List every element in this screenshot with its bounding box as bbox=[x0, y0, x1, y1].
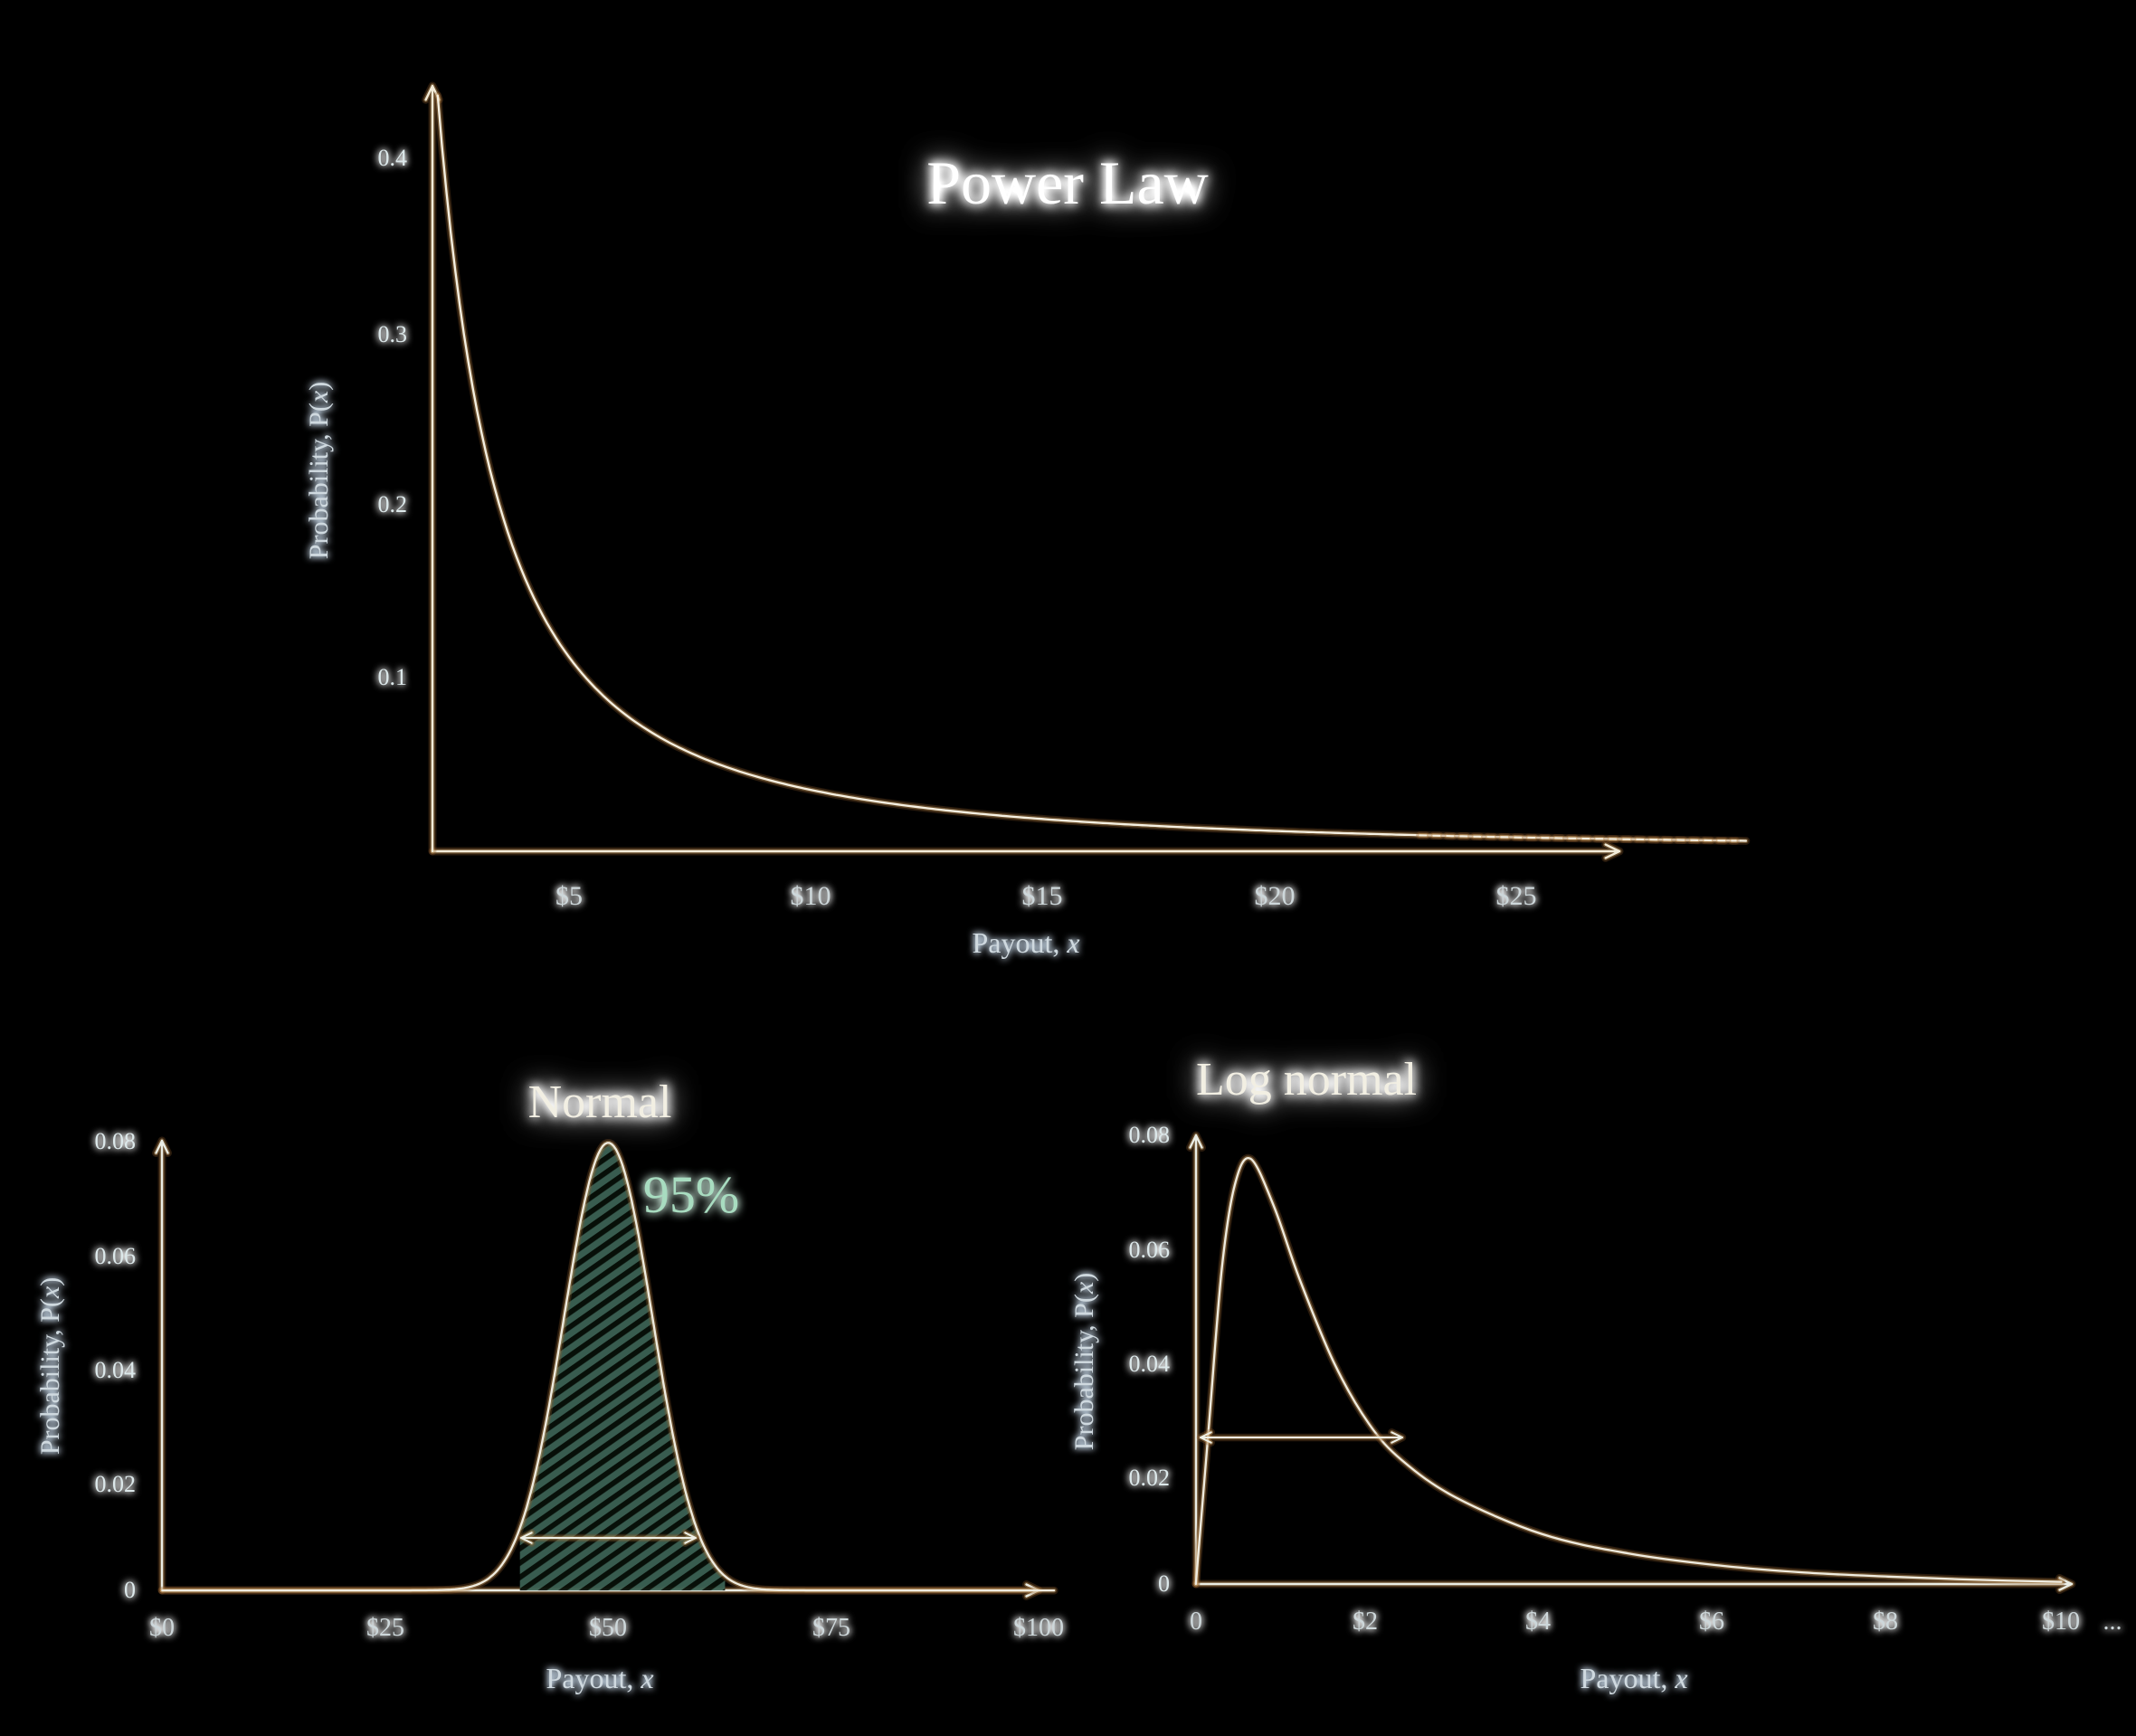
svg-text:0.06: 0.06 bbox=[1129, 1237, 1171, 1263]
svg-text:0.2: 0.2 bbox=[378, 491, 408, 517]
svg-text:...: ... bbox=[2103, 1608, 2122, 1636]
svg-text:$50: $50 bbox=[589, 1614, 627, 1642]
svg-text:0.02: 0.02 bbox=[1129, 1465, 1171, 1491]
svg-text:$4: $4 bbox=[1525, 1608, 1551, 1636]
svg-text:$20: $20 bbox=[1255, 881, 1296, 911]
svg-text:Payout, x: Payout, x bbox=[1580, 1662, 1687, 1694]
svg-text:0.04: 0.04 bbox=[95, 1357, 137, 1383]
svg-text:0.08: 0.08 bbox=[95, 1128, 137, 1154]
svg-text:$10: $10 bbox=[791, 881, 831, 911]
svg-text:Payout, x: Payout, x bbox=[972, 926, 1079, 959]
svg-text:$0: $0 bbox=[149, 1614, 175, 1642]
svg-text:0.3: 0.3 bbox=[378, 321, 408, 347]
svg-text:0.1: 0.1 bbox=[378, 664, 408, 690]
svg-text:$10: $10 bbox=[2042, 1608, 2080, 1636]
svg-text:Probability, P(x): Probability, P(x) bbox=[304, 382, 334, 559]
svg-text:Probability, P(x): Probability, P(x) bbox=[35, 1277, 65, 1455]
svg-text:$8: $8 bbox=[1873, 1608, 1898, 1636]
svg-text:$6: $6 bbox=[1699, 1608, 1724, 1636]
svg-text:$75: $75 bbox=[812, 1614, 850, 1642]
svg-text:0: 0 bbox=[1158, 1570, 1170, 1597]
svg-text:$100: $100 bbox=[1013, 1614, 1064, 1642]
svg-text:95%: 95% bbox=[643, 1165, 739, 1224]
svg-text:Probability, P(x): Probability, P(x) bbox=[1069, 1273, 1099, 1450]
svg-text:Payout, x: Payout, x bbox=[546, 1662, 653, 1694]
svg-text:0.08: 0.08 bbox=[1129, 1122, 1171, 1148]
svg-text:$5: $5 bbox=[555, 881, 583, 911]
svg-text:0.02: 0.02 bbox=[95, 1471, 137, 1497]
svg-text:0.04: 0.04 bbox=[1129, 1351, 1171, 1377]
svg-text:$25: $25 bbox=[1496, 881, 1537, 911]
svg-text:0: 0 bbox=[1190, 1608, 1202, 1636]
svg-text:$25: $25 bbox=[366, 1614, 404, 1642]
svg-text:0: 0 bbox=[124, 1577, 136, 1603]
svg-text:0.4: 0.4 bbox=[378, 145, 408, 171]
svg-text:Power Law: Power Law bbox=[926, 148, 1209, 217]
svg-text:Normal: Normal bbox=[528, 1077, 672, 1128]
svg-text:$15: $15 bbox=[1022, 881, 1063, 911]
svg-text:0.06: 0.06 bbox=[95, 1243, 137, 1269]
svg-text:$2: $2 bbox=[1353, 1608, 1378, 1636]
svg-text:Log normal: Log normal bbox=[1196, 1054, 1417, 1105]
